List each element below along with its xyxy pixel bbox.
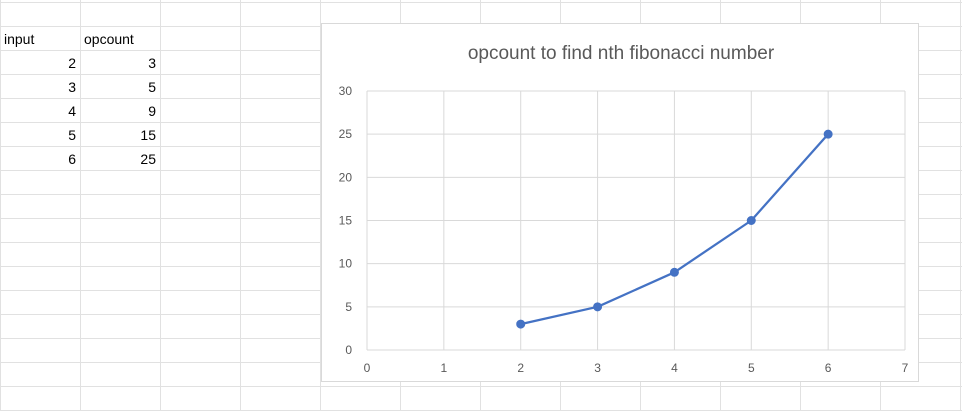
column-header-input[interactable]: input [4, 31, 35, 47]
x-tick-label: 6 [825, 361, 832, 375]
chart-canvas: opcount to find nth fibonacci number0510… [339, 43, 909, 375]
x-tick-label: 3 [594, 361, 601, 375]
cell-input[interactable]: 3 [68, 79, 76, 95]
cell-opcount[interactable]: 15 [140, 127, 156, 143]
x-tick-label: 1 [441, 361, 448, 375]
x-tick-label: 2 [517, 361, 524, 375]
cell-opcount[interactable]: 25 [140, 151, 156, 167]
x-tick-label: 7 [902, 361, 909, 375]
x-tick-label: 0 [364, 361, 371, 375]
y-tick-label: 15 [339, 214, 353, 228]
cell-input[interactable]: 2 [68, 55, 76, 71]
data-point [823, 129, 833, 139]
cell-input[interactable]: 4 [68, 103, 76, 119]
y-tick-label: 20 [339, 170, 353, 184]
data-point [593, 302, 603, 312]
cell-input[interactable]: 6 [68, 151, 76, 167]
y-tick-label: 30 [339, 84, 353, 98]
data-point [516, 319, 526, 329]
chart-panel[interactable]: opcount to find nth fibonacci number 0 5 10… [321, 23, 919, 382]
cell-opcount[interactable]: 3 [148, 55, 156, 71]
cell-opcount[interactable]: 9 [148, 103, 156, 119]
data-point [746, 216, 756, 225]
chart-title: opcount to find nth fibonacci number [468, 43, 775, 64]
cell-input[interactable]: 5 [68, 127, 76, 143]
x-tick-label: 5 [748, 361, 755, 375]
x-tick-label: 4 [671, 361, 678, 375]
column-header-opcount[interactable]: opcount [84, 31, 134, 47]
y-tick-label: 0 [345, 343, 352, 357]
y-tick-label: 25 [339, 127, 353, 141]
cell-opcount[interactable]: 5 [148, 79, 156, 95]
y-tick-label: 5 [345, 300, 352, 314]
y-tick-label: 10 [339, 257, 353, 271]
data-point [669, 267, 679, 277]
